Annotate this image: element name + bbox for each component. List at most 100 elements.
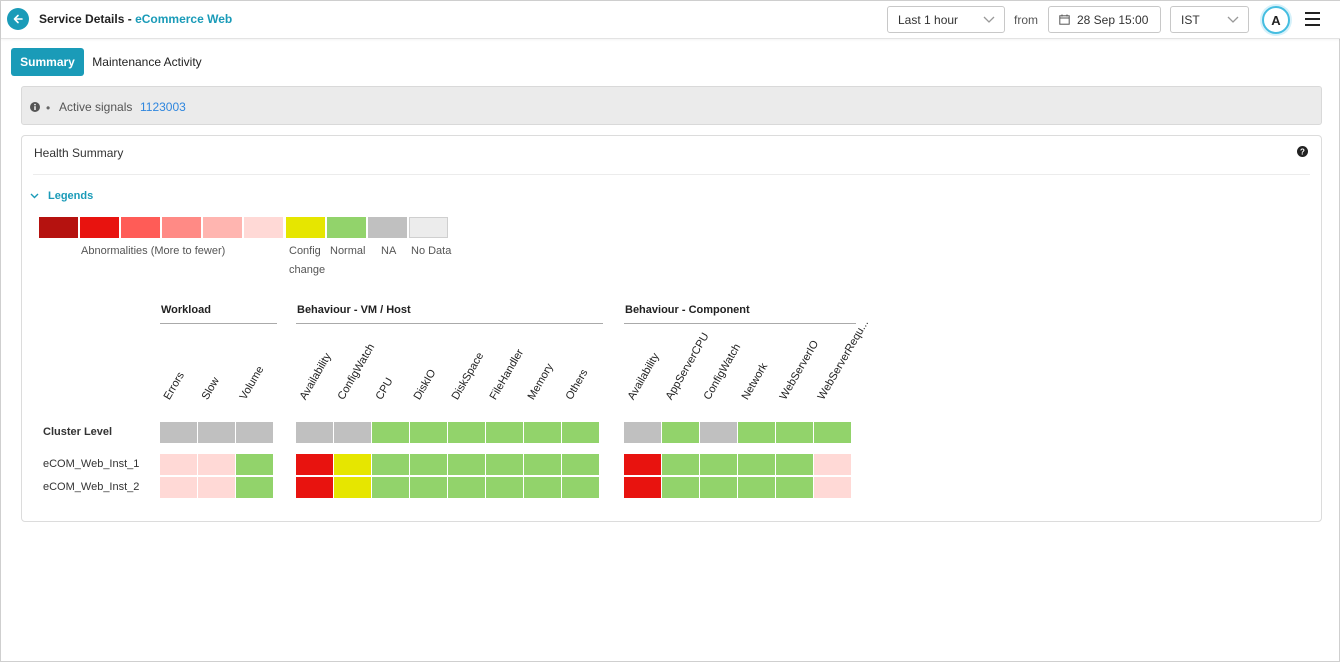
arrow-left-icon (13, 14, 23, 24)
tab-maintenance-activity[interactable]: Maintenance Activity (92, 55, 202, 69)
health-cell-config[interactable] (334, 454, 371, 475)
health-cell-na[interactable] (236, 422, 273, 443)
health-cell-normal[interactable] (524, 477, 561, 498)
health-cell-normal[interactable] (562, 454, 599, 475)
health-cell-normal[interactable] (372, 422, 409, 443)
chevron-down-icon (983, 16, 995, 23)
health-cell-normal[interactable] (486, 477, 523, 498)
column-label-memory: Memory (525, 361, 556, 402)
legend-config-line2: change (289, 264, 326, 276)
calendar-icon (1059, 14, 1070, 25)
legends-toggle[interactable]: Legends (30, 190, 93, 202)
health-cell-normal[interactable] (738, 422, 775, 443)
health-cell-abn2[interactable] (296, 454, 333, 475)
health-cell-normal[interactable] (776, 454, 813, 475)
legend-swatch-abnormality-2 (80, 217, 119, 238)
health-cell-abn2[interactable] (624, 477, 661, 498)
column-label-diskspace: DiskSpace (449, 350, 487, 402)
legend-swatch-na (368, 217, 407, 238)
health-cell-normal[interactable] (524, 422, 561, 443)
legend-swatch-abnormality-3 (121, 217, 160, 238)
health-cell-na[interactable] (198, 422, 235, 443)
health-cell-normal[interactable] (776, 477, 813, 498)
from-date-value: 28 Sep 15:00 (1077, 12, 1149, 27)
health-cell-normal[interactable] (776, 422, 813, 443)
legend-swatch-normal (327, 217, 366, 238)
health-cell-normal[interactable] (738, 477, 775, 498)
health-cell-normal[interactable] (448, 422, 485, 443)
page-title-prefix: Service Details - (39, 12, 136, 26)
legend-swatch-config-change (286, 217, 325, 238)
health-cell-normal[interactable] (236, 454, 273, 475)
health-cell-normal[interactable] (662, 422, 699, 443)
health-cell-normal[interactable] (486, 454, 523, 475)
health-cell-normal[interactable] (562, 422, 599, 443)
back-button[interactable] (7, 8, 29, 30)
health-cell-normal[interactable] (662, 477, 699, 498)
legend-swatch-no-data (409, 217, 448, 238)
column-label-network: Network (739, 361, 771, 402)
health-cell-normal[interactable] (700, 454, 737, 475)
health-cell-normal[interactable] (486, 422, 523, 443)
from-label: from (1014, 13, 1038, 27)
health-cell-normal[interactable] (448, 454, 485, 475)
health-cell-na[interactable] (700, 422, 737, 443)
from-date-picker[interactable]: 28 Sep 15:00 (1048, 6, 1161, 33)
time-range-value: Last 1 hour (898, 12, 959, 27)
health-cell-normal[interactable] (448, 477, 485, 498)
health-cell-abn6[interactable] (160, 454, 197, 475)
health-cell-normal[interactable] (814, 422, 851, 443)
health-cell-normal[interactable] (562, 477, 599, 498)
column-label-slow: Slow (199, 375, 222, 402)
column-label-availability: Availability (625, 351, 662, 402)
help-icon[interactable]: ? (1297, 146, 1308, 160)
divider (33, 174, 1310, 175)
page-title: Service Details - eCommerce Web (39, 12, 232, 26)
health-cell-abn6[interactable] (814, 477, 851, 498)
timezone-select[interactable]: IST (1170, 6, 1249, 33)
health-cell-normal[interactable] (662, 454, 699, 475)
health-cell-abn2[interactable] (624, 454, 661, 475)
tab-summary[interactable]: Summary (11, 48, 84, 76)
health-cell-normal[interactable] (410, 422, 447, 443)
column-label-cpu: CPU (373, 375, 396, 402)
chevron-down-icon (1227, 16, 1239, 23)
column-label-errors: Errors (161, 370, 187, 402)
health-cell-normal[interactable] (738, 454, 775, 475)
health-cell-normal[interactable] (372, 454, 409, 475)
health-cell-config[interactable] (334, 477, 371, 498)
column-label-configwatch: ConfigWatch (701, 341, 744, 402)
health-cell-abn6[interactable] (198, 477, 235, 498)
health-cell-normal[interactable] (236, 477, 273, 498)
avatar-initial: A (1271, 12, 1281, 28)
health-cell-abn6[interactable] (814, 454, 851, 475)
legend-config-line1: Config (289, 245, 321, 257)
health-cell-na[interactable] (334, 422, 371, 443)
active-signals-label: Active signals (59, 100, 133, 114)
active-signals-bar: • Active signals 1123003 (21, 86, 1322, 125)
column-label-configwatch: ConfigWatch (335, 341, 378, 402)
column-label-others: Others (563, 367, 591, 402)
column-label-webserverrequ: WebServerRequ... (815, 317, 872, 402)
row-label-ecom-web-inst-1: eCOM_Web_Inst_1 (43, 458, 140, 470)
health-cell-abn2[interactable] (296, 477, 333, 498)
health-cell-na[interactable] (624, 422, 661, 443)
hamburger-menu-icon[interactable] (1305, 12, 1320, 26)
group-header-workload: Workload (160, 304, 277, 324)
health-cell-normal[interactable] (372, 477, 409, 498)
health-cell-normal[interactable] (410, 477, 447, 498)
health-cell-abn6[interactable] (198, 454, 235, 475)
health-cell-abn6[interactable] (160, 477, 197, 498)
user-avatar[interactable]: A (1262, 6, 1290, 34)
health-cell-normal[interactable] (524, 454, 561, 475)
active-signals-link[interactable]: 1123003 (140, 100, 186, 114)
health-cell-na[interactable] (160, 422, 197, 443)
legends-label: Legends (48, 190, 94, 202)
svg-text:?: ? (1300, 147, 1305, 156)
legend-normal-label: Normal (330, 245, 366, 257)
time-range-select[interactable]: Last 1 hour (887, 6, 1005, 33)
row-label-ecom-web-inst-2: eCOM_Web_Inst_2 (43, 481, 140, 493)
health-cell-normal[interactable] (700, 477, 737, 498)
health-cell-na[interactable] (296, 422, 333, 443)
health-cell-normal[interactable] (410, 454, 447, 475)
